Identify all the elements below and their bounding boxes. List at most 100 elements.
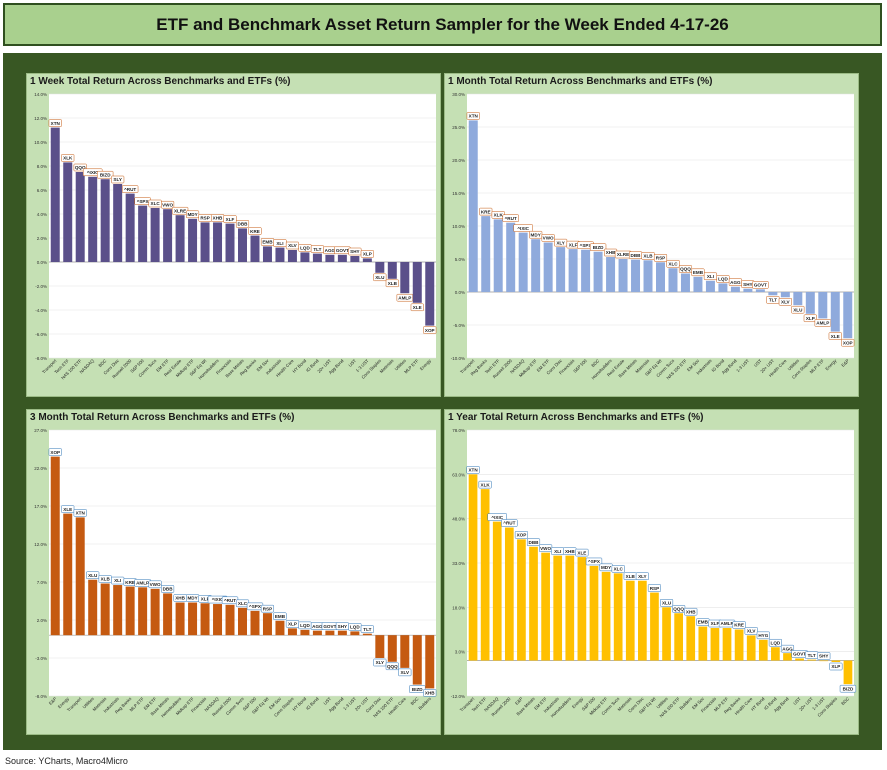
data-label: ^RUT: [124, 187, 136, 192]
bar: [601, 571, 611, 661]
data-label: XLE: [831, 334, 840, 339]
x-tick-label: Energy: [824, 358, 838, 372]
bar: [175, 215, 185, 262]
bar: [275, 620, 285, 636]
y-tick-label: 4.0%: [37, 212, 47, 217]
x-tick-label: E&P: [514, 696, 524, 706]
data-label: BIZD: [412, 687, 423, 692]
data-label: LQD: [771, 640, 781, 645]
data-label: ^RUT: [224, 598, 236, 603]
data-label: XLC: [614, 567, 624, 572]
y-tick-label: 18.0%: [452, 605, 465, 610]
bar: [412, 262, 422, 303]
bar: [843, 292, 853, 339]
data-label: XLE: [413, 305, 422, 310]
data-label: XLP: [363, 252, 372, 257]
bar: [138, 205, 148, 262]
bar: [468, 120, 478, 293]
x-tick-label: Materials: [379, 358, 395, 374]
data-label: AGG: [312, 624, 323, 629]
bar: [200, 222, 210, 262]
chart-title: 1 Week Total Return Across Benchmarks an…: [30, 76, 291, 87]
data-label: MDY: [601, 565, 611, 570]
data-label: KRE: [734, 623, 744, 628]
bar: [188, 602, 198, 636]
bar: [638, 580, 647, 661]
data-label-box: [589, 243, 607, 251]
bar: [529, 546, 538, 661]
y-tick-label: 12.0%: [34, 542, 47, 547]
data-label-box: [73, 509, 87, 517]
data-label: XLF: [201, 596, 210, 601]
y-tick-label: 7.0%: [37, 580, 47, 585]
y-tick-label: 78.0%: [452, 428, 465, 433]
y-tick-label: 5.0%: [455, 257, 465, 262]
bar: [805, 292, 815, 314]
bar: [831, 660, 841, 663]
data-label: XOP: [517, 533, 527, 538]
chart-svg: -8.0% -6.0% -4.0% -2.0% 0.0% 2.0% 4.0% 6.0% 8.0%…: [34, 92, 437, 380]
data-label-box: [478, 480, 492, 489]
data-label: XHB: [175, 596, 185, 601]
data-label: ^RUT: [505, 216, 517, 221]
data-label: SHY: [350, 249, 359, 254]
data-label: XLB: [643, 254, 653, 259]
data-label-box: [409, 685, 426, 693]
x-tick-label: UST: [347, 358, 357, 368]
chart-panel-1-week: 1 Week Total Return Across Benchmarks an…: [26, 73, 441, 397]
data-label: XOP: [50, 450, 60, 455]
page-title: ETF and Benchmark Asset Return Sampler f…: [3, 3, 882, 46]
data-label-box: [732, 621, 746, 629]
bar: [674, 613, 683, 661]
x-tick-label: BDC: [97, 358, 107, 368]
x-tick-label: 1-3 UST: [735, 358, 750, 373]
bar: [312, 630, 322, 636]
data-label-box: [780, 644, 795, 653]
x-tick-label: BDC: [590, 358, 600, 368]
bar: [795, 658, 804, 661]
bar: [780, 292, 790, 298]
y-tick-label: -8.0%: [35, 356, 47, 361]
data-label: EMB: [262, 240, 273, 245]
bar: [250, 235, 260, 262]
data-label: XLB: [626, 574, 636, 579]
data-label: BIZD: [100, 172, 111, 177]
data-label-box: [396, 293, 413, 302]
bar: [350, 256, 360, 262]
y-tick-label: 22.0%: [34, 466, 47, 471]
x-tick-label: UST: [322, 696, 332, 706]
data-label: VWO: [150, 582, 161, 587]
data-label: XLP: [288, 622, 297, 627]
data-label: QQQ: [75, 165, 86, 170]
data-label: ^SPX: [588, 559, 601, 564]
bar: [113, 184, 123, 262]
bar: [517, 539, 526, 661]
data-label-box: [814, 319, 831, 327]
data-label: LQD: [300, 623, 310, 628]
data-label-box: [666, 259, 680, 268]
x-tick-label: HY Bond: [291, 696, 307, 712]
y-tick-label: 33.0%: [452, 561, 465, 566]
bar: [262, 613, 272, 636]
data-label: ^SPX: [137, 199, 150, 204]
data-label-box: [744, 627, 758, 635]
data-label: SLY: [113, 177, 122, 182]
bar: [250, 610, 260, 636]
data-label-box: [829, 662, 843, 671]
bar: [556, 247, 566, 292]
bar: [337, 630, 347, 636]
bar: [300, 629, 310, 636]
data-label: SHY: [819, 654, 828, 659]
bar: [262, 246, 272, 262]
bar: [734, 629, 744, 661]
data-label-box: [360, 625, 374, 633]
bar: [492, 521, 502, 661]
chart-panel-1-month: 1 Month Total Return Across Benchmarks a…: [444, 73, 859, 397]
data-label: XTN: [468, 468, 478, 473]
charts-frame: 1 Week Total Return Across Benchmarks an…: [3, 53, 882, 750]
data-label: XLK: [481, 482, 491, 487]
data-label-box: [828, 332, 842, 340]
y-tick-label: 30.0%: [452, 92, 465, 97]
data-label: ^IXIC: [491, 515, 503, 520]
data-label-box: [466, 466, 480, 474]
